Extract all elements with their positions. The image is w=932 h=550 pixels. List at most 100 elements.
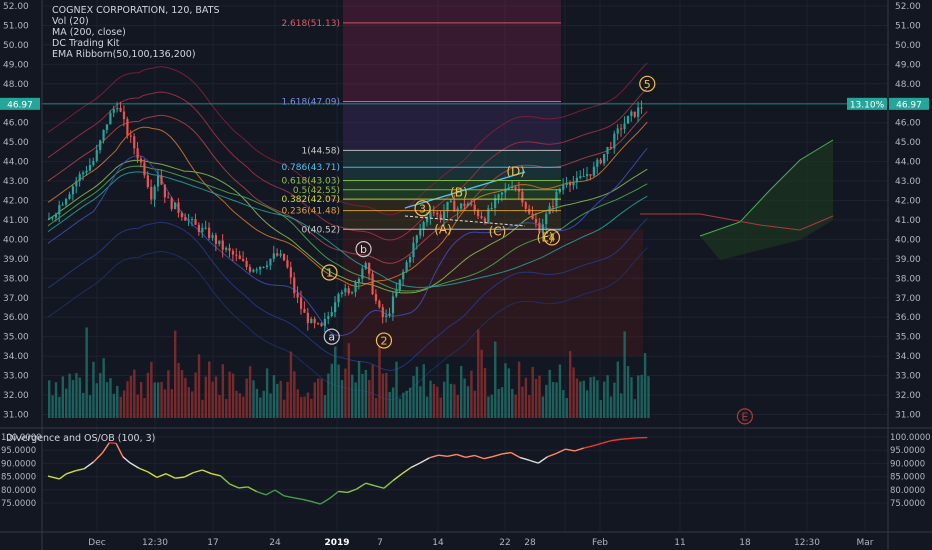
legend-indicator-ma[interactable]: MA (200, close)	[52, 27, 126, 38]
volume-bar	[575, 378, 579, 418]
y-tick-left: 38.00	[3, 274, 29, 284]
volume-bar	[487, 396, 490, 418]
volume-bar	[579, 381, 582, 418]
candle-body	[385, 315, 388, 318]
volume-bar	[214, 376, 218, 418]
candle-body	[48, 218, 51, 220]
volume-bar	[364, 369, 368, 418]
osc-y-tick-right: 75.0000	[890, 499, 925, 509]
legend-indicator-dc[interactable]: DC Trading Kit	[52, 38, 120, 49]
candle-body	[603, 153, 606, 164]
candle-body	[99, 140, 102, 151]
candle-body	[541, 224, 544, 233]
volume-bar	[163, 389, 167, 418]
candle-body	[466, 203, 470, 206]
osc-segment	[601, 440, 612, 445]
volume-bar	[630, 377, 633, 418]
candle-body	[419, 230, 422, 236]
osc-segment	[220, 475, 231, 485]
candle-body	[92, 160, 95, 166]
volume-bar	[58, 396, 61, 418]
fib-level-label: 1(44.58)	[301, 146, 340, 156]
candle-body	[548, 206, 551, 214]
volume-bar	[640, 374, 643, 418]
osc-segment	[419, 457, 430, 464]
wave-label: (B)	[450, 186, 468, 200]
volume-bar	[613, 382, 616, 418]
volume-bar	[354, 382, 357, 418]
osc-segment	[429, 454, 439, 459]
last-price-tag-left	[0, 97, 40, 110]
volume-bar	[589, 377, 592, 418]
candle-body	[351, 292, 354, 294]
volume-bar	[531, 366, 534, 418]
volume-bar	[48, 380, 51, 418]
y-tick-right: 44.00	[895, 158, 921, 168]
candle-body	[446, 201, 449, 212]
candle-body	[374, 294, 378, 301]
y-tick-right: 32.00	[895, 391, 921, 401]
candle-body	[391, 296, 395, 314]
candle-body	[255, 269, 258, 271]
volume-bar	[99, 373, 102, 418]
volume-bar	[306, 392, 310, 418]
y-tick-left: 45.00	[3, 138, 29, 148]
osc-segment	[492, 453, 503, 458]
change-pct-tag	[847, 97, 887, 110]
candle-body	[88, 165, 92, 171]
wave-label: 4	[548, 231, 555, 244]
candle-body	[575, 177, 578, 183]
osc-segment	[115, 443, 124, 458]
candle-body	[231, 250, 235, 255]
wave-circle	[321, 264, 338, 281]
osc-segment	[202, 469, 212, 475]
volume-bar	[167, 370, 170, 418]
candle-body	[408, 257, 412, 263]
candle-body	[599, 159, 602, 164]
osc-segment	[211, 473, 221, 477]
volume-bar	[316, 378, 320, 418]
volume-bar	[460, 365, 463, 418]
candle-body	[381, 307, 384, 318]
legend-indicator-vol[interactable]: Vol (20)	[52, 16, 89, 27]
volume-bar	[391, 387, 395, 418]
wave-circle	[323, 328, 340, 345]
candle-body	[572, 182, 575, 186]
legend-indicator-ema-ribbon[interactable]: EMA Ribborn(50,100,136,200)	[52, 49, 196, 60]
volume-bar	[419, 386, 422, 418]
candle-body	[613, 133, 616, 149]
x-tick-label: 18	[739, 538, 751, 548]
osc-segment	[501, 451, 512, 455]
candle-body	[303, 308, 306, 313]
candle-body	[133, 136, 136, 149]
volume-bar	[507, 368, 511, 418]
volume-bar	[133, 369, 136, 418]
y-tick-left: 41.00	[3, 216, 29, 226]
candle-body	[279, 253, 282, 256]
candle-body	[398, 279, 401, 290]
osc-y-tick-left: 90.0000	[1, 459, 36, 469]
y-tick-left: 39.00	[3, 255, 29, 265]
osc-segment	[65, 470, 76, 475]
candle-body	[54, 214, 58, 218]
volume-bar	[54, 382, 58, 418]
volume-bar	[65, 388, 68, 418]
volume-bar	[395, 361, 398, 418]
elliott-wave-labels: 1 a b 2 3 (A) (B) (C) (D) (E)4 5 E	[321, 75, 753, 425]
candle-body	[242, 258, 245, 261]
volume-bar	[61, 376, 65, 418]
volume-bar	[378, 346, 381, 418]
osc-y-tick-left: 85.0000	[1, 473, 36, 483]
candle-body	[320, 323, 323, 326]
osc-y-tick-left: 80.0000	[1, 486, 36, 496]
candle-body	[299, 297, 303, 309]
volume-bar	[204, 376, 208, 418]
candle-body	[221, 240, 224, 250]
candle-body	[330, 312, 333, 317]
volume-bar	[442, 381, 446, 418]
fibonacci-labels: 2.618(51.13) 1.618(47.09) 1(44.58) 0.786(43…	[42, 19, 888, 235]
volume-bar	[477, 329, 480, 418]
volume-bar	[211, 381, 214, 418]
candle-body	[191, 219, 194, 221]
